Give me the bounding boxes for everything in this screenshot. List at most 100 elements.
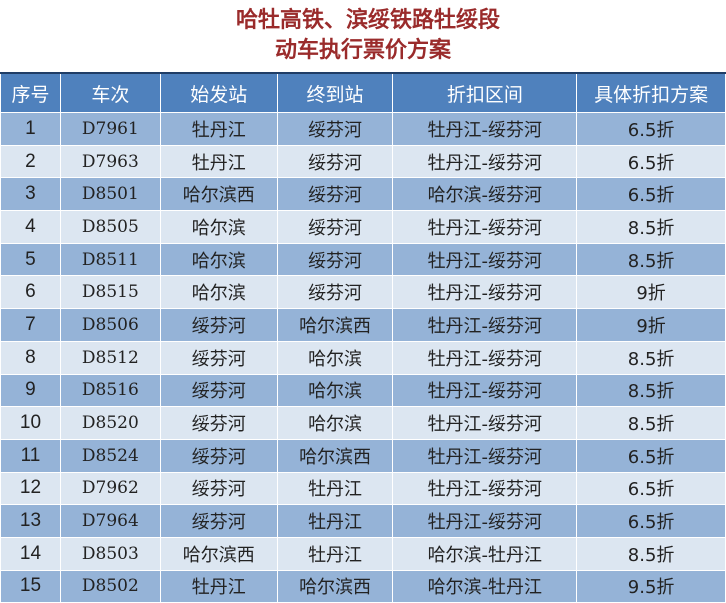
table-row: 5 D8511 哈尔滨 绥芬河 牡丹江-绥芬河 8.5折	[0, 242, 726, 277]
cell-train: D8506	[59, 308, 161, 342]
header-origin: 始发站	[159, 72, 278, 113]
cell-destination: 哈尔滨	[276, 406, 394, 440]
cell-origin: 绥芬河	[159, 438, 278, 473]
table-row: 12 D7962 绥芬河 牡丹江 牡丹江-绥芬河 6.5折	[0, 471, 726, 506]
cell-train: D7964	[59, 504, 161, 538]
cell-index: 8	[0, 340, 61, 375]
cell-origin: 牡丹江	[159, 144, 278, 179]
cell-discount-rate: 6.5折	[576, 471, 726, 506]
cell-index: 6	[0, 275, 61, 310]
cell-index: 2	[0, 144, 61, 179]
cell-discount-rate: 8.5折	[576, 406, 726, 440]
cell-discount-section: 牡丹江-绥芬河	[392, 144, 578, 179]
cell-discount-section: 哈尔滨-绥芬河	[392, 177, 578, 212]
cell-origin: 绥芬河	[159, 504, 278, 538]
cell-discount-section: 牡丹江-绥芬河	[392, 340, 578, 375]
cell-train: D8520	[59, 406, 161, 440]
cell-origin: 绥芬河	[159, 471, 278, 506]
header-destination: 终到站	[276, 72, 394, 113]
cell-origin: 绥芬河	[159, 340, 278, 375]
cell-destination: 绥芬河	[276, 210, 394, 244]
cell-destination: 绥芬河	[276, 242, 394, 277]
cell-origin: 绥芬河	[159, 308, 278, 342]
title-line-2: 动车执行票价方案	[274, 38, 451, 63]
cell-discount-rate: 8.5折	[576, 242, 726, 277]
cell-origin: 哈尔滨西	[159, 177, 278, 212]
cell-discount-section: 牡丹江-绥芬河	[392, 242, 578, 277]
cell-origin: 绥芬河	[159, 406, 278, 440]
header-index: 序号	[0, 72, 61, 113]
fare-table: 序号 车次 始发站 终到站 折扣区间 具体折扣方案 1 D7961 牡丹江 绥芬河 牡丹江-绥芬河…	[0, 72, 726, 603]
header-train: 车次	[59, 72, 161, 113]
cell-discount-section: 牡丹江-绥芬河	[392, 308, 578, 342]
cell-discount-rate: 8.5折	[576, 210, 726, 244]
table-row: 3 D8501 哈尔滨西 绥芬河 哈尔滨-绥芬河 6.5折	[0, 177, 726, 212]
cell-train: D7962	[59, 471, 161, 506]
cell-discount-rate: 8.5折	[576, 373, 726, 408]
cell-index: 11	[0, 438, 61, 473]
cell-train: D7963	[59, 144, 161, 179]
cell-discount-rate: 8.5折	[576, 340, 726, 375]
cell-train: D8501	[59, 177, 161, 212]
cell-discount-section: 牡丹江-绥芬河	[392, 438, 578, 473]
table-row: 2 D7963 牡丹江 绥芬河 牡丹江-绥芬河 6.5折	[0, 144, 726, 179]
cell-index: 3	[0, 177, 61, 212]
cell-discount-section: 牡丹江-绥芬河	[392, 373, 578, 408]
cell-discount-section: 哈尔滨-牡丹江	[392, 569, 578, 603]
cell-discount-rate: 6.5折	[576, 112, 726, 146]
table-row: 10 D8520 绥芬河 哈尔滨 牡丹江-绥芬河 8.5折	[0, 406, 726, 440]
table-row: 6 D8515 哈尔滨 绥芬河 牡丹江-绥芬河 9折	[0, 275, 726, 310]
cell-destination: 哈尔滨西	[276, 569, 394, 603]
cell-destination: 绥芬河	[276, 275, 394, 310]
cell-discount-section: 牡丹江-绥芬河	[392, 112, 578, 146]
cell-index: 15	[0, 569, 61, 603]
cell-discount-rate: 6.5折	[576, 177, 726, 212]
cell-discount-section: 牡丹江-绥芬河	[392, 210, 578, 244]
table-row: 13 D7964 绥芬河 牡丹江 牡丹江-绥芬河 6.5折	[0, 504, 726, 538]
cell-destination: 牡丹江	[276, 471, 394, 506]
cell-train: D8505	[59, 210, 161, 244]
title-line-1: 哈牡高铁、滨绥铁路牡绥段	[235, 8, 500, 33]
cell-origin: 哈尔滨	[159, 275, 278, 310]
cell-discount-rate: 6.5折	[576, 438, 726, 473]
cell-destination: 绥芬河	[276, 144, 394, 179]
cell-discount-rate: 6.5折	[576, 504, 726, 538]
header-discount-rate: 具体折扣方案	[576, 72, 726, 113]
table-row: 14 D8503 哈尔滨西 牡丹江 哈尔滨-牡丹江 8.5折	[0, 536, 726, 571]
cell-discount-section: 牡丹江-绥芬河	[392, 275, 578, 310]
table-row: 4 D8505 哈尔滨 绥芬河 牡丹江-绥芬河 8.5折	[0, 210, 726, 244]
cell-train: D8512	[59, 340, 161, 375]
cell-train: D7961	[59, 112, 161, 146]
cell-origin: 哈尔滨	[159, 242, 278, 277]
cell-discount-rate: 9折	[576, 308, 726, 342]
cell-origin: 哈尔滨西	[159, 536, 278, 571]
cell-destination: 牡丹江	[276, 504, 394, 538]
cell-origin: 牡丹江	[159, 112, 278, 146]
cell-destination: 哈尔滨西	[276, 438, 394, 473]
cell-train: D8515	[59, 275, 161, 310]
table-row: 15 D8502 牡丹江 哈尔滨西 哈尔滨-牡丹江 9.5折	[0, 569, 726, 603]
cell-discount-section: 哈尔滨-牡丹江	[392, 536, 578, 571]
cell-index: 9	[0, 373, 61, 408]
header-row: 序号 车次 始发站 终到站 折扣区间 具体折扣方案	[0, 72, 726, 113]
cell-index: 5	[0, 242, 61, 277]
cell-destination: 绥芬河	[276, 112, 394, 146]
cell-discount-section: 牡丹江-绥芬河	[392, 504, 578, 538]
cell-discount-rate: 9.5折	[576, 569, 726, 603]
cell-train: D8511	[59, 242, 161, 277]
cell-origin: 牡丹江	[159, 569, 278, 603]
cell-destination: 哈尔滨	[276, 373, 394, 408]
cell-discount-rate: 8.5折	[576, 536, 726, 571]
cell-index: 13	[0, 504, 61, 538]
cell-discount-rate: 9折	[576, 275, 726, 310]
cell-discount-section: 牡丹江-绥芬河	[392, 406, 578, 440]
cell-origin: 哈尔滨	[159, 210, 278, 244]
table-row: 8 D8512 绥芬河 哈尔滨 牡丹江-绥芬河 8.5折	[0, 340, 726, 375]
cell-index: 4	[0, 210, 61, 244]
cell-index: 12	[0, 471, 61, 506]
cell-index: 7	[0, 308, 61, 342]
cell-origin: 绥芬河	[159, 373, 278, 408]
cell-destination: 绥芬河	[276, 177, 394, 212]
cell-destination: 牡丹江	[276, 536, 394, 571]
cell-index: 10	[0, 406, 61, 440]
